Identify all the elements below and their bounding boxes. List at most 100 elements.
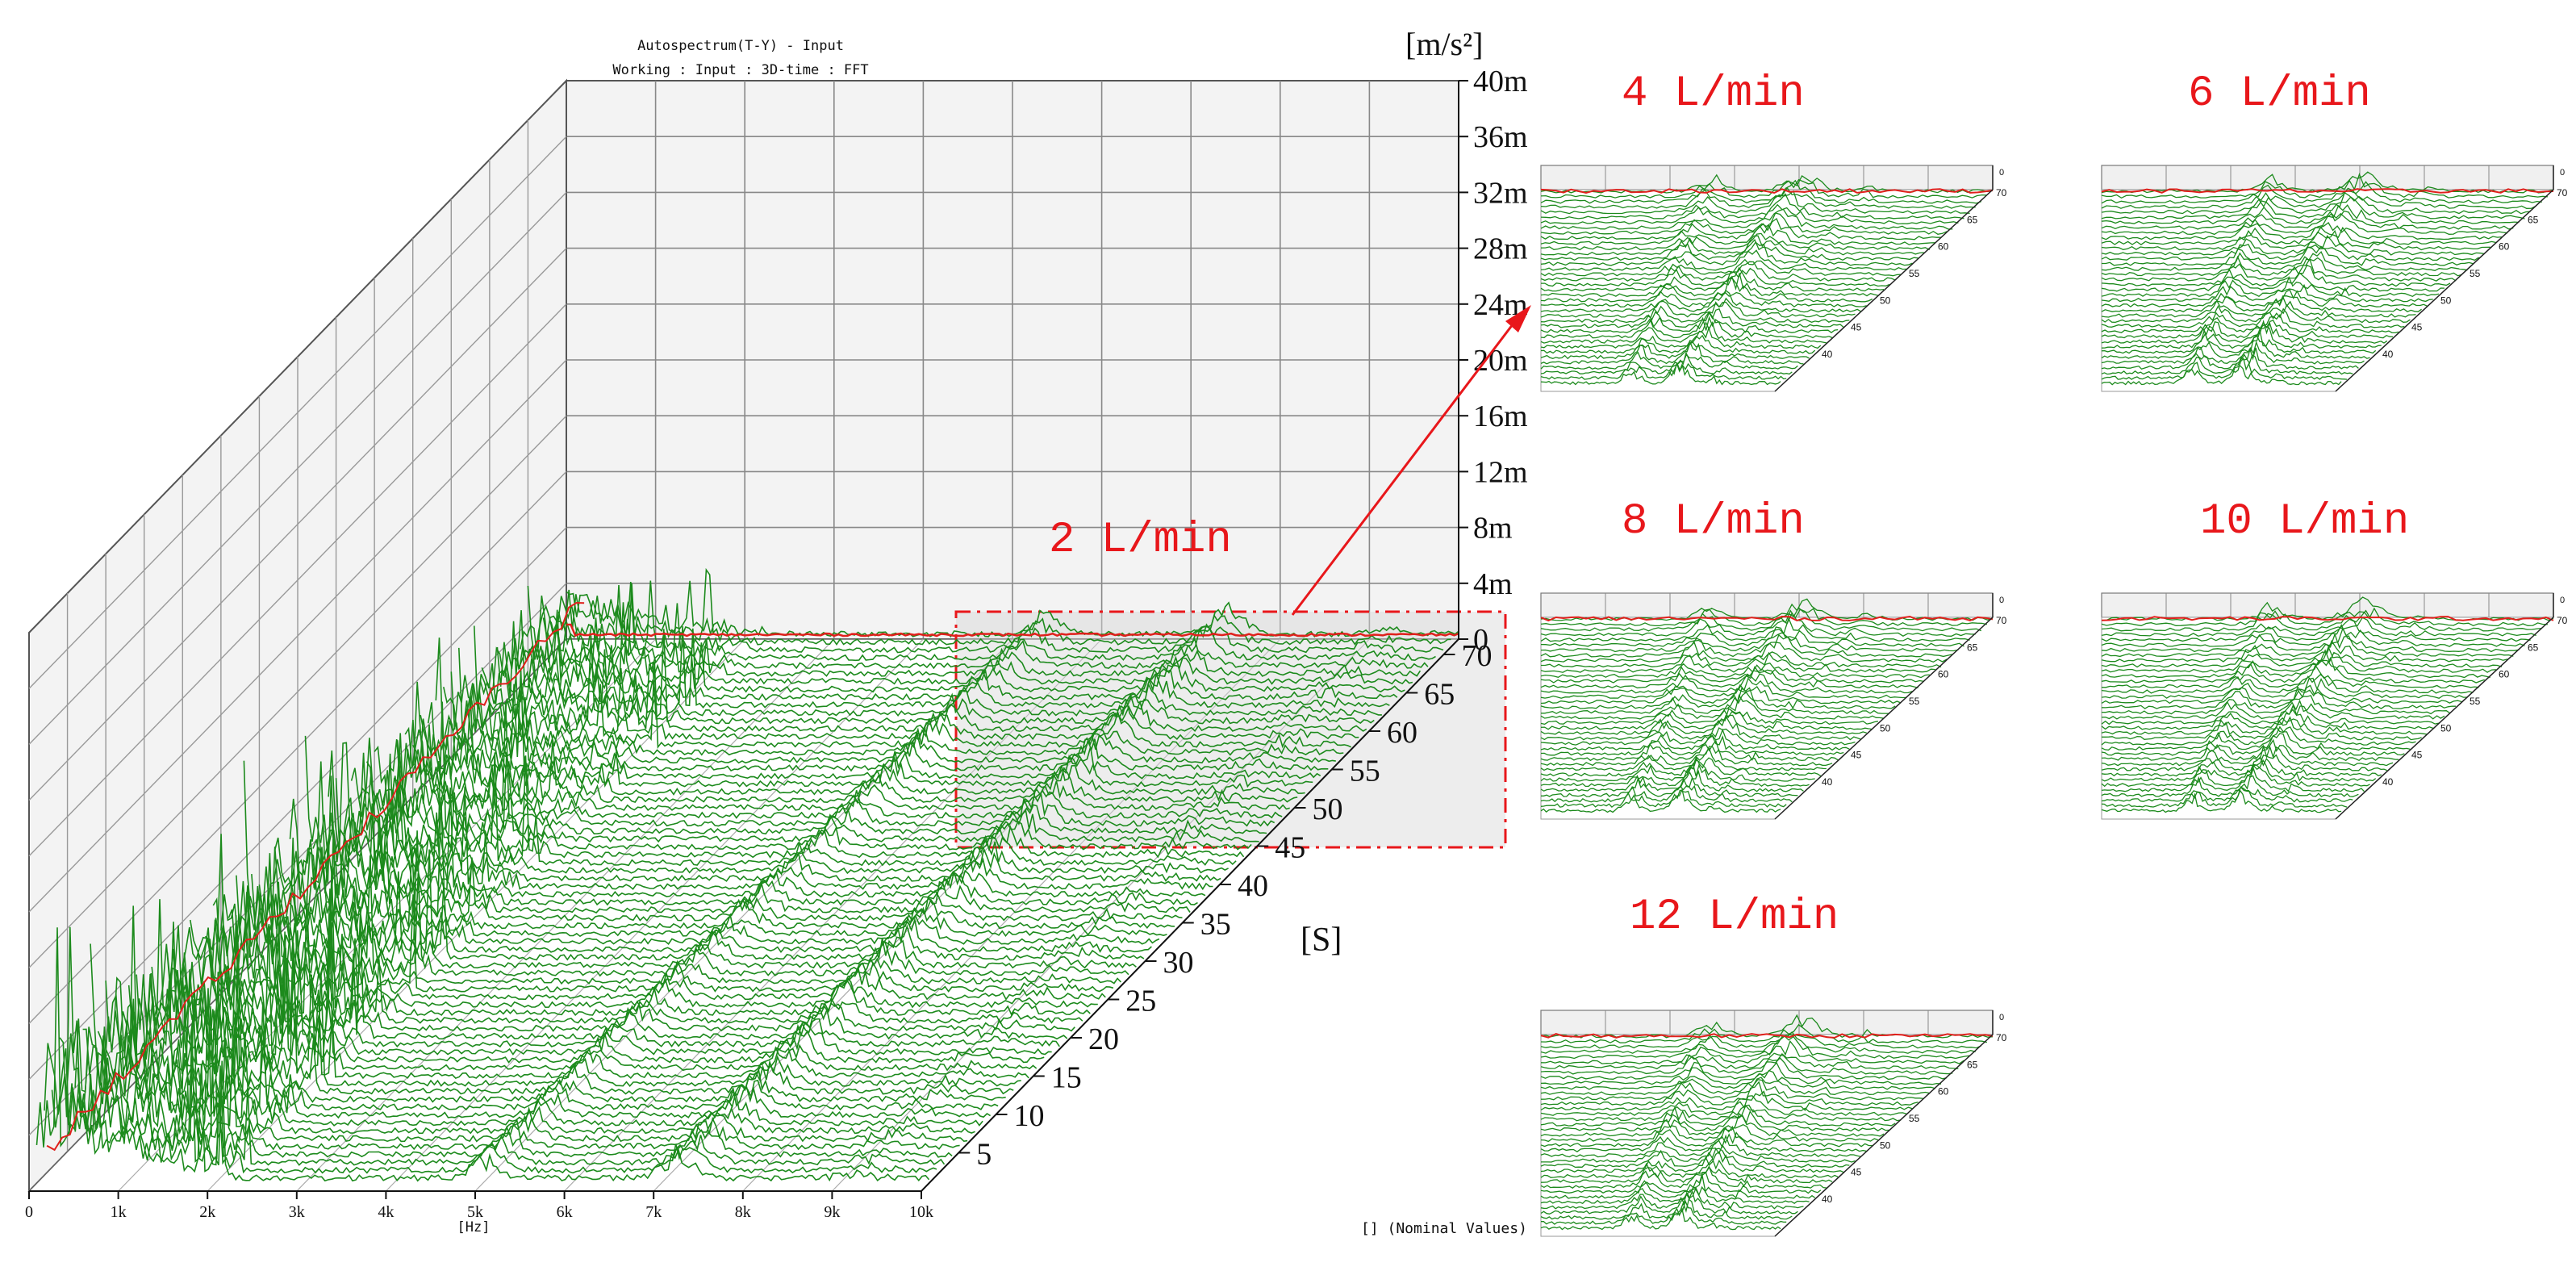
spectrum-trace [289, 761, 1183, 922]
inset-trace [1540, 641, 1948, 663]
inset-trace [1540, 687, 1896, 709]
inset-trace [1540, 289, 1861, 313]
inset-trace [2101, 172, 2548, 199]
inset-trace [2101, 275, 2440, 298]
spectrum-trace [112, 958, 1006, 1103]
inset-average-trace [1540, 1033, 1994, 1039]
floor-grid-line [207, 638, 745, 1192]
z-tick-label: 20m [1473, 344, 1528, 378]
t-tick-label: 55 [1350, 755, 1380, 788]
inset-trace [2101, 725, 2416, 746]
inset-trace [1541, 267, 1890, 287]
t-tick-label: 15 [1051, 1061, 1082, 1095]
inset-trace [1540, 261, 1896, 282]
inset-trace [1540, 1131, 1867, 1152]
inset-z-label: 0 [1999, 168, 2004, 178]
spectrum-trace [158, 942, 1052, 1056]
inset-trace [1540, 1104, 1902, 1122]
inset-trace [1540, 290, 1867, 307]
spectrum-trace [474, 625, 1367, 733]
inset-trace [1540, 666, 1924, 684]
inset-trace [1540, 762, 1810, 788]
spectrum-trace [496, 610, 1390, 709]
inset-t-tick-label: 60 [1938, 669, 1949, 680]
inset-trace [1540, 266, 1885, 292]
inset-trace [1540, 632, 1959, 653]
inset-z-label: 0 [1999, 596, 2004, 605]
t-tick-label: 40 [1238, 869, 1268, 903]
x-unit-label: [Hz] [457, 1219, 491, 1235]
inset-trace [1540, 1110, 1890, 1132]
inset-trace [1540, 1157, 1839, 1178]
inset-panel: 12 L/min 0 70 65 60 55 50 45 40 [1540, 893, 2007, 1237]
inset-trace [1540, 756, 1822, 777]
inset-t-tick-label: 65 [1967, 1059, 1978, 1070]
t-tick-label: 30 [1163, 946, 1194, 980]
inset-trace [1540, 651, 1935, 673]
floor-grid-line [831, 638, 1370, 1192]
inset-trace [2101, 733, 2405, 756]
inset-trace [1540, 190, 1970, 215]
inset-flow-label: 10 L/min [2200, 497, 2409, 546]
inset-t-tick-label: 55 [2470, 268, 2481, 279]
inset-trace [1540, 1081, 1918, 1106]
inset-trace [2101, 686, 2462, 704]
inset-t-tick-label: 60 [1938, 1086, 1949, 1097]
inset-z-label: 0 [2560, 168, 2565, 178]
inset-trace [1540, 297, 1856, 318]
inset-trace [2101, 264, 2451, 287]
inset-trace [2101, 250, 2468, 271]
z-tick-label: 12m [1473, 455, 1528, 489]
spectrum-trace [520, 602, 1413, 685]
t-tick-label: 60 [1387, 716, 1417, 750]
inset-trace [1540, 735, 1844, 756]
inset-trace [2101, 607, 2548, 627]
inset-panel: 6 L/min 0 70 65 60 55 50 45 40 [2101, 69, 2568, 392]
inset-t-tick-label: 55 [2470, 696, 2481, 707]
inset-trace [1540, 351, 1793, 375]
inset-trace [2101, 347, 2359, 370]
inset-trace [2101, 756, 2382, 777]
inset-t-tick-label: 65 [1967, 214, 1978, 225]
spectrum-trace [466, 668, 1359, 741]
inset-trace [2101, 295, 2416, 318]
spectrum-traces [35, 567, 1459, 1182]
inset-t-tick-label: 45 [1851, 750, 1862, 761]
inset-t-tick-label: 60 [2499, 241, 2510, 253]
z-tick-label: 0 [1473, 623, 1488, 657]
inset-trace [2101, 627, 2520, 653]
spectrum-trace [236, 855, 1129, 977]
spectrum-trace [297, 847, 1191, 914]
spectrum-trace [243, 760, 1137, 969]
x-tick-label: 9k [824, 1203, 840, 1221]
spectrum-trace [304, 735, 1198, 906]
back-wall-grid [566, 81, 1459, 639]
spectrum-trace [44, 1028, 937, 1174]
inset-trace [1541, 776, 1798, 797]
inset-trace [1540, 1148, 1850, 1169]
inset-trace [2102, 716, 2422, 741]
spectrum-trace [220, 837, 1114, 993]
inset-trace [1540, 321, 1827, 344]
inset-trace [1540, 769, 1804, 792]
inset-trace [1540, 677, 1907, 699]
inset-trace [2101, 695, 2451, 715]
inset-trace [2101, 618, 2531, 642]
inset-trace [1540, 193, 1964, 219]
spectrum-trace [443, 687, 1336, 764]
average-trace-side [46, 601, 585, 1152]
spectrum-trace [82, 1028, 975, 1135]
inset-trace [2101, 763, 2370, 788]
spectrum-trace [489, 621, 1382, 717]
inset-t-tick-label: 45 [2411, 750, 2423, 761]
inset-trace [1540, 1151, 1844, 1173]
spectrum-trace [105, 905, 999, 1111]
inset-t-axis [1774, 189, 1994, 392]
inset-trace [1540, 714, 1861, 741]
inset-trace [1540, 1123, 1879, 1143]
spectrum-trace [527, 585, 1422, 677]
inset-trace [1540, 1039, 1964, 1064]
inset-trace [1540, 651, 1942, 668]
inset-back-wall [1540, 165, 1994, 190]
